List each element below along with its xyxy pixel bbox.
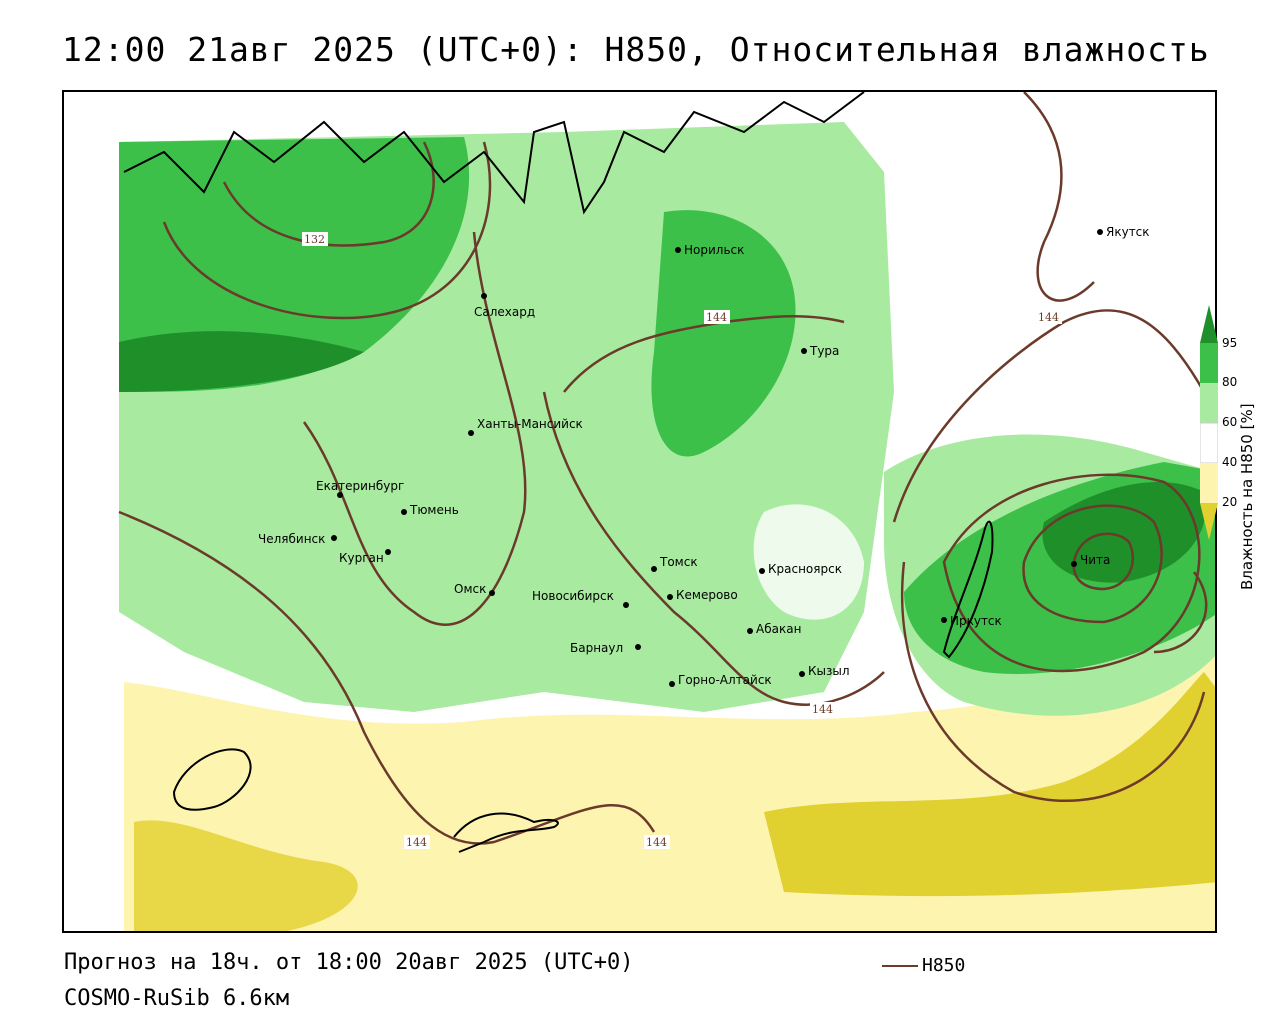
contour-132-outer	[162, 141, 492, 320]
svg-text:Кызыл: Кызыл	[808, 664, 850, 678]
cbar-seg-60	[1200, 383, 1218, 423]
city-krasnoyarsk: Красноярск	[759, 562, 842, 576]
city-abakan: Абакан	[747, 622, 801, 636]
dry-gap-center	[753, 504, 864, 620]
city-tura: Тура	[801, 344, 839, 358]
city-kyzyl: Кызыл	[799, 664, 850, 678]
contour-chita-ring-2	[1022, 504, 1163, 624]
contour-144-west	[118, 510, 656, 845]
city-omsk: Омск	[454, 582, 495, 596]
iso-label-144-b: 144	[1038, 311, 1059, 324]
iso-label-144-d: 144	[406, 836, 427, 849]
iso-label-144-c: 144	[812, 703, 833, 716]
map-panel: 132 144 144 144 144 144 Якутск Норильск …	[62, 90, 1217, 933]
city-salekhard: Салехард	[474, 293, 535, 319]
cbar-seg-80	[1200, 343, 1218, 383]
city-kurgan: Курган	[339, 549, 391, 565]
svg-text:Ханты-Мансийск: Ханты-Мансийск	[477, 417, 583, 431]
svg-text:Чита: Чита	[1080, 553, 1110, 567]
southern-border	[453, 812, 559, 853]
coastlines	[123, 92, 994, 853]
contour-chita-ring-3	[1072, 532, 1135, 591]
svg-text:Кемерово: Кемерово	[676, 588, 738, 602]
humidity-map: 132 144 144 144 144 144 Якутск Норильск …	[118, 92, 1215, 931]
humidity-colorbar	[1199, 305, 1219, 540]
humid-zone-95-northwest	[119, 331, 364, 392]
city-khanty-mansiysk: Ханты-Мансийск	[468, 417, 583, 436]
contour-east-edge	[1153, 571, 1208, 654]
svg-text:Тюмень: Тюмень	[409, 503, 459, 517]
map-title: 12:00 21авг 2025 (UTC+0): H850, Относите…	[62, 30, 1210, 69]
contour-north-east	[1023, 92, 1095, 302]
h850-line-swatch	[882, 965, 918, 967]
city-gorno-altaysk: Горно-Алтайск	[669, 673, 772, 687]
contour-132-inner	[222, 141, 435, 247]
isoline-labels: 132 144 144 144 144 144	[302, 232, 1062, 849]
cbar-tick-40: 40	[1222, 455, 1238, 469]
caspian-aral	[172, 748, 252, 811]
model-text: COSMO-RuSib 6.6км	[64, 986, 290, 1011]
city-irkutsk: Иркутск	[941, 614, 1002, 628]
humid-zone-80-north	[119, 137, 470, 392]
svg-text:Екатеринбург: Екатеринбург	[316, 479, 404, 493]
city-yekaterinburg: Екатеринбург	[316, 479, 404, 498]
svg-text:Омск: Омск	[454, 582, 486, 596]
city-chita: Чита	[1071, 553, 1110, 567]
humid-zone-80-center	[651, 210, 796, 457]
contour-144-trough	[900, 561, 1206, 802]
svg-text:Якутск: Якутск	[1106, 225, 1150, 239]
colorbar-title: Влажность на H850 [%]	[1238, 403, 1256, 590]
h850-legend-label: H850	[922, 955, 966, 976]
city-markers: Якутск Норильск Салехард Тура Ханты-Манс…	[258, 225, 1150, 687]
svg-text:Красноярск: Красноярск	[768, 562, 842, 576]
cbar-tick-60: 60	[1222, 415, 1238, 429]
city-tomsk: Томск	[651, 555, 698, 572]
contour-144-east-loop	[892, 309, 1206, 523]
svg-text:Норильск: Норильск	[684, 243, 744, 257]
cbar-tick-95: 95	[1222, 336, 1238, 350]
iso-label-132: 132	[304, 233, 325, 246]
cbar-seg-40	[1199, 422, 1219, 464]
svg-text:Тура: Тура	[809, 344, 839, 358]
cbar-tick-80: 80	[1222, 375, 1238, 389]
arctic-coast	[123, 92, 865, 215]
city-barnaul: Барнаул	[570, 641, 641, 655]
svg-text:Салехард: Салехард	[474, 305, 535, 319]
iso-label-144-e: 144	[646, 836, 667, 849]
cbar-seg-20	[1200, 463, 1218, 503]
cbar-seg-95	[1200, 305, 1218, 343]
contour-chita-ring-1	[942, 473, 1201, 673]
cbar-tick-20: 20	[1222, 495, 1238, 509]
very-dry-zone-southeast	[764, 672, 1215, 897]
forecast-text: Прогноз на 18ч. от 18:00 20авг 2025 (UTC…	[64, 950, 634, 975]
svg-text:Барнаул: Барнаул	[570, 641, 623, 655]
city-tyumen: Тюмень	[401, 503, 459, 517]
very-dry-zone-southwest	[134, 820, 358, 931]
city-novosibirsk: Новосибирск	[532, 589, 629, 608]
city-norilsk: Норильск	[675, 243, 744, 257]
h850-legend: H850	[882, 955, 965, 976]
iso-label-144-a: 144	[706, 311, 727, 324]
svg-text:Абакан: Абакан	[756, 622, 801, 636]
baikal-lake	[942, 520, 994, 659]
city-yakutsk: Якутск	[1097, 225, 1150, 239]
svg-text:Новосибирск: Новосибирск	[532, 589, 614, 603]
cbar-seg-0	[1200, 503, 1218, 540]
humid-zone-95-chita	[1042, 482, 1206, 583]
svg-text:Горно-Алтайск: Горно-Алтайск	[678, 673, 772, 687]
svg-text:Курган: Курган	[339, 551, 384, 565]
city-chelyabinsk: Челябинск	[258, 532, 337, 546]
city-kemerovo: Кемерово	[667, 588, 738, 602]
svg-text:Томск: Томск	[659, 555, 698, 569]
svg-text:Иркутск: Иркутск	[950, 614, 1002, 628]
contour-144-center	[302, 231, 527, 626]
svg-text:Челябинск: Челябинск	[258, 532, 325, 546]
